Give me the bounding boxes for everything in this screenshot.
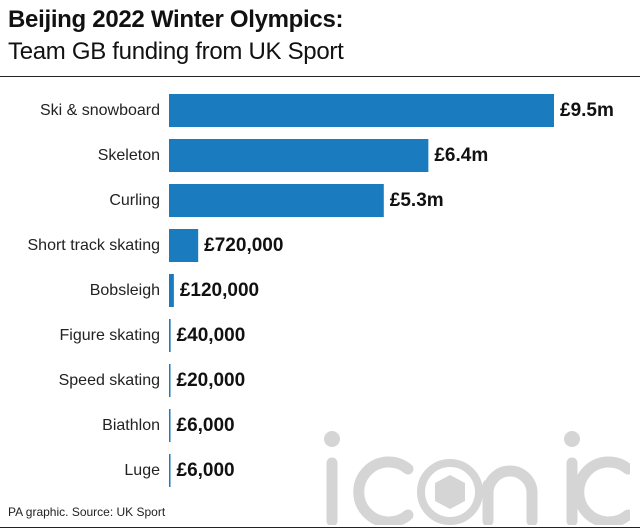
value-label: £5.3m: [390, 190, 444, 211]
category-label: Short track skating: [28, 237, 161, 254]
bar: [169, 184, 384, 217]
bar: [169, 454, 171, 487]
bar: [169, 229, 199, 262]
category-label: Speed skating: [59, 372, 160, 389]
value-label: £6,000: [177, 415, 235, 436]
bar: [169, 364, 171, 397]
value-label: £720,000: [204, 235, 283, 256]
category-label: Biathlon: [102, 417, 160, 434]
value-label: £120,000: [180, 280, 259, 301]
source-note: PA graphic. Source: UK Sport: [8, 505, 166, 519]
bar: [169, 94, 554, 127]
value-label: £9.5m: [560, 100, 614, 121]
category-label: Figure skating: [60, 327, 161, 344]
category-label: Bobsleigh: [90, 282, 160, 299]
value-label: £6.4m: [434, 145, 488, 166]
bottom-divider: [0, 527, 640, 528]
bar: [169, 274, 174, 307]
category-label: Curling: [109, 192, 160, 209]
value-label: £40,000: [177, 325, 246, 346]
top-divider: [0, 76, 640, 77]
bar: [169, 319, 171, 352]
value-label: £20,000: [177, 370, 246, 391]
category-label: Skeleton: [98, 147, 160, 164]
chart-subtitle: Team GB funding from UK Sport: [8, 38, 344, 65]
iconic-watermark-logo: [324, 431, 630, 525]
value-label: £6,000: [177, 460, 235, 481]
category-label: Luge: [124, 462, 160, 479]
bar: [169, 409, 171, 442]
bar: [169, 139, 429, 172]
category-label: Ski & snowboard: [40, 102, 160, 119]
chart-title: Beijing 2022 Winter Olympics:: [8, 6, 344, 33]
